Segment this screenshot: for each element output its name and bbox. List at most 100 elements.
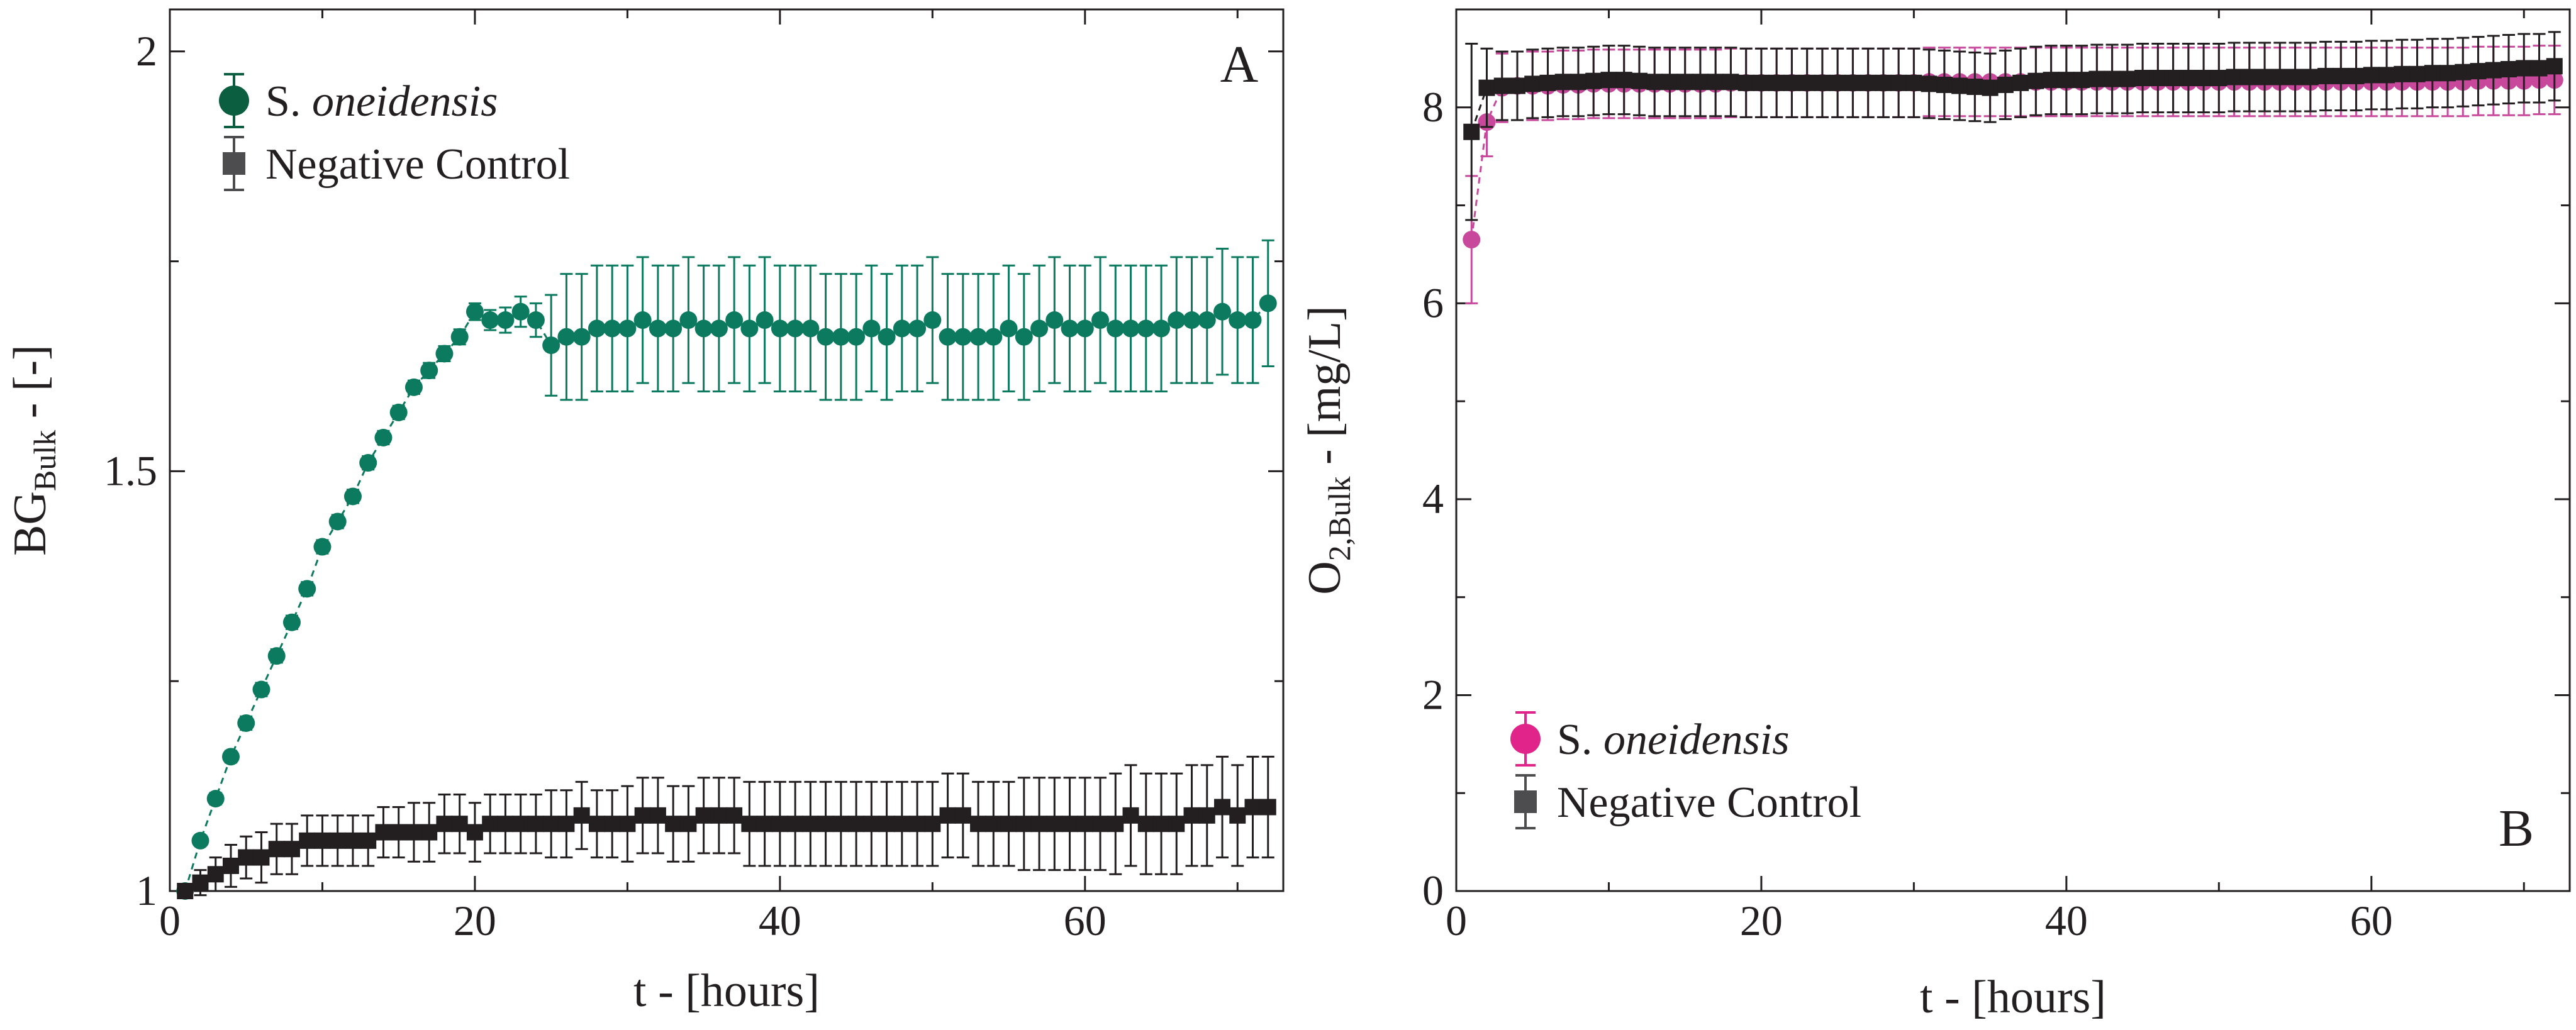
data-point — [1152, 319, 1171, 338]
x-tick-label: 40 — [759, 897, 801, 944]
data-point — [2531, 60, 2548, 77]
data-point — [268, 841, 285, 858]
data-point — [221, 748, 240, 766]
data-point — [2455, 64, 2472, 80]
y-tick-label: 6 — [1422, 279, 1444, 326]
data-point — [893, 816, 910, 833]
data-point — [2149, 70, 2166, 87]
data-point — [451, 816, 468, 833]
data-point — [1814, 74, 1831, 91]
data-point — [863, 816, 880, 833]
data-point — [222, 857, 239, 874]
data-point — [984, 328, 1003, 346]
data-point — [253, 849, 270, 866]
data-point — [2363, 67, 2380, 84]
data-point — [557, 328, 576, 346]
legend-label-italic: oneidensis — [312, 77, 498, 126]
data-point — [1061, 319, 1079, 338]
data-point — [970, 816, 987, 833]
data-point — [1463, 231, 1481, 249]
data-point — [1600, 72, 1617, 89]
data-point — [1076, 319, 1094, 338]
x-tick-label: 20 — [454, 897, 496, 944]
data-point — [1213, 302, 1232, 321]
data-point — [283, 841, 300, 858]
data-point — [298, 580, 316, 598]
data-point — [817, 328, 835, 346]
data-point — [832, 328, 850, 346]
data-point — [177, 883, 194, 899]
data-point — [328, 512, 347, 531]
data-point — [1570, 74, 1586, 91]
data-point — [2516, 60, 2533, 77]
y-axis: 0 2 4 6 8 — [1422, 83, 2570, 914]
data-point — [1737, 74, 1754, 91]
legend-label-plain: S. — [265, 77, 312, 126]
data-point — [1722, 74, 1739, 91]
data-point — [2241, 69, 2258, 86]
data-point — [404, 378, 423, 396]
data-point — [954, 328, 972, 346]
data-point — [725, 311, 744, 329]
data-point — [558, 816, 575, 833]
y-tick-label: 1.5 — [104, 446, 157, 494]
data-point — [694, 319, 713, 338]
data-point — [450, 328, 469, 346]
x-tick-label: 40 — [2045, 897, 2088, 944]
data-point — [1768, 74, 1785, 91]
data-point — [1890, 74, 1907, 91]
data-point — [1875, 74, 1892, 91]
legend-item: S. oneidensis — [1510, 711, 1789, 767]
data-point — [710, 319, 728, 338]
data-point — [1951, 77, 1968, 94]
y-axis: 11.52 — [104, 27, 1283, 914]
data-point — [1692, 74, 1709, 91]
data-point — [435, 345, 454, 363]
y-tick-label: 4 — [1422, 475, 1444, 523]
data-point — [695, 807, 712, 824]
data-point — [1198, 807, 1215, 824]
data-point — [893, 319, 911, 338]
data-point — [710, 807, 727, 824]
data-point — [633, 311, 652, 329]
data-point — [634, 807, 651, 824]
data-point — [741, 816, 758, 833]
data-point — [496, 311, 515, 329]
data-point — [756, 311, 774, 329]
data-point — [664, 319, 683, 338]
data-point — [740, 319, 759, 338]
data-point — [2333, 67, 2350, 84]
data-point — [649, 807, 666, 824]
data-point — [817, 816, 834, 833]
panel-b: 0 20 40 60 0 2 4 6 8 t - [hours] O2,Bulk - [mg/L] B… — [1299, 8, 2571, 1023]
panel-letter: A — [1220, 35, 1259, 94]
data-point — [1214, 799, 1231, 816]
data-point — [421, 824, 438, 841]
data-point — [482, 816, 499, 833]
data-point — [862, 319, 881, 338]
data-point — [847, 328, 866, 346]
data-point — [207, 866, 224, 883]
data-point — [2012, 74, 2029, 91]
data-point — [939, 328, 957, 346]
legend-item: Negative Control — [1514, 774, 1861, 829]
data-point — [1000, 319, 1018, 338]
data-point — [1493, 77, 1510, 94]
data-point — [2256, 69, 2273, 86]
data-point — [2073, 72, 2090, 89]
y-axis-label: BGBulk - [-] — [4, 345, 62, 556]
y-tick-label: 1 — [136, 867, 157, 914]
data-point — [1478, 79, 1495, 96]
data-point — [1539, 74, 1556, 91]
data-point — [497, 816, 514, 833]
x-tick-label: 60 — [2350, 897, 2393, 944]
data-point — [1168, 816, 1185, 833]
data-point — [267, 647, 286, 665]
legend-item: S. oneidensis — [219, 73, 498, 128]
data-point — [2272, 69, 2289, 86]
plot-frame — [169, 8, 1285, 892]
data-point — [192, 874, 209, 891]
data-point — [313, 538, 332, 556]
data-point — [1259, 799, 1276, 816]
data-point — [2348, 67, 2365, 84]
